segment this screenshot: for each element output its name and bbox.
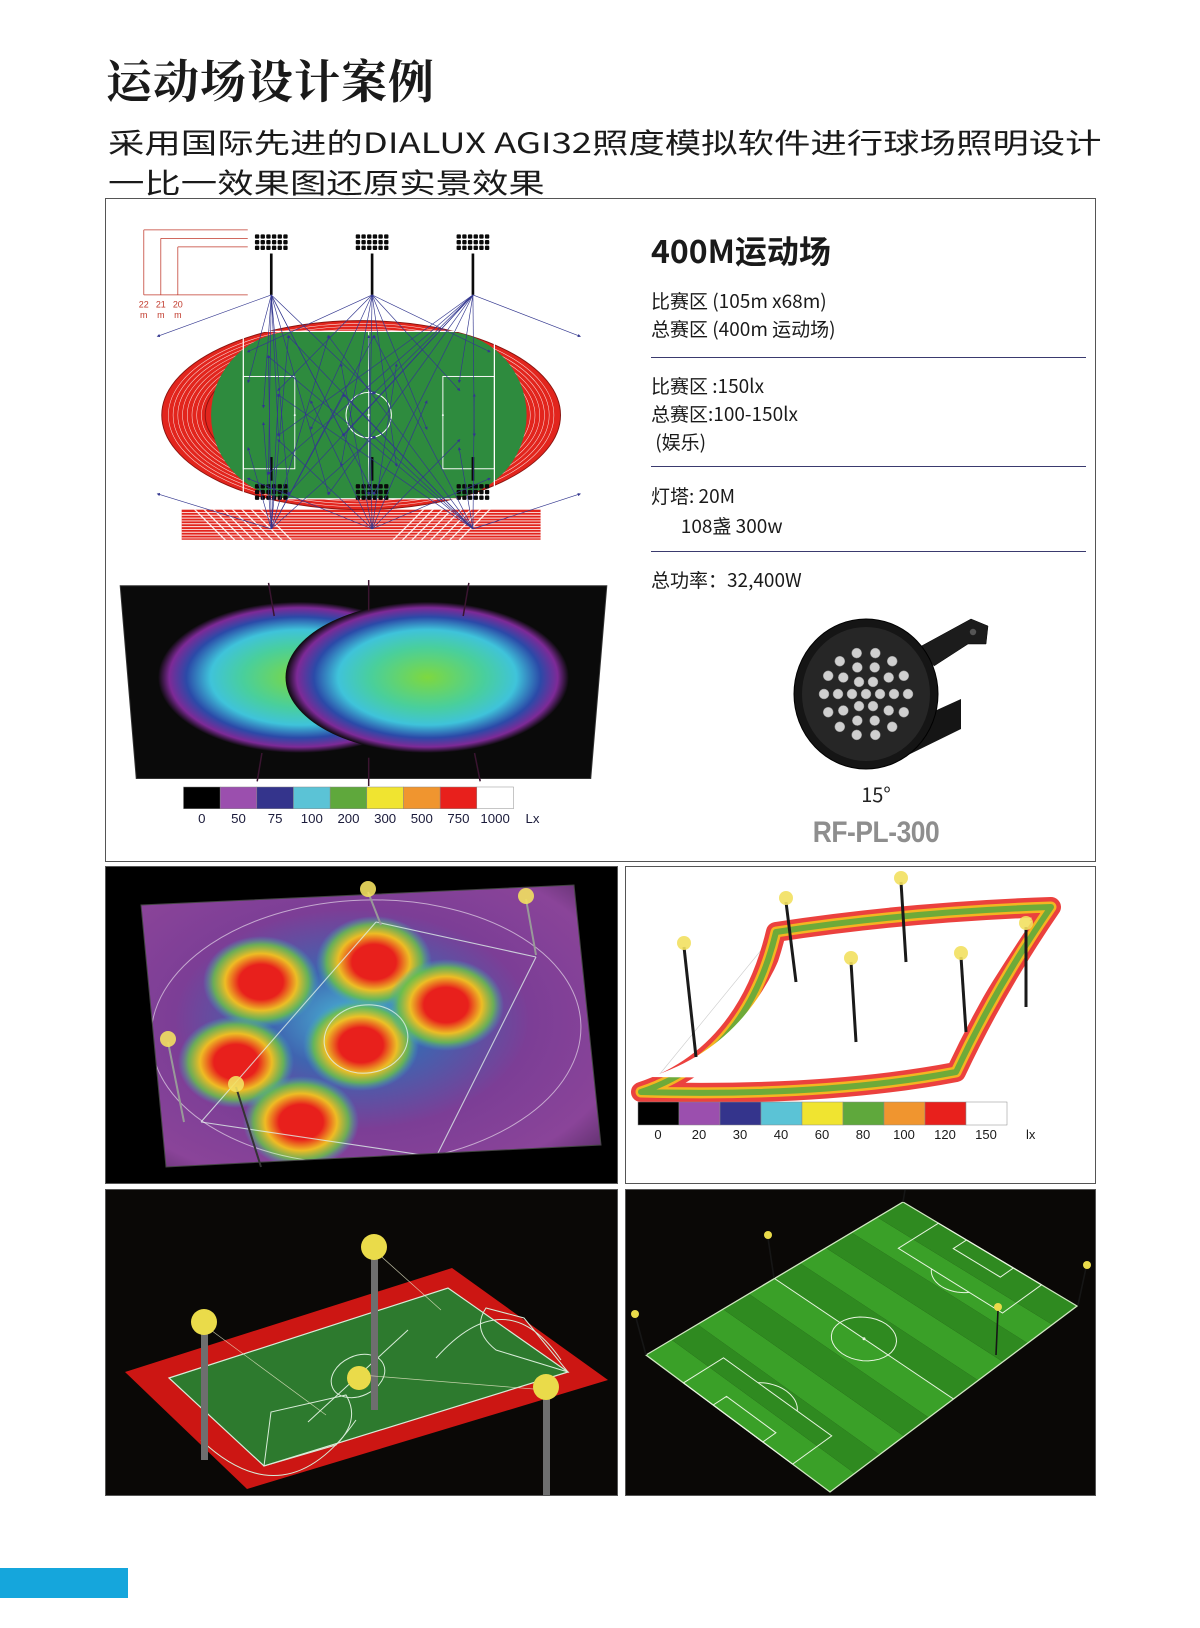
svg-text:Lx: Lx: [526, 811, 540, 826]
svg-text:21: 21: [156, 299, 166, 309]
svg-text:1000: 1000: [480, 811, 509, 826]
svg-text:m: m: [157, 310, 164, 320]
svg-text:lx: lx: [1026, 1127, 1036, 1142]
svg-text:m: m: [174, 310, 181, 320]
svg-text:150: 150: [975, 1127, 997, 1142]
svg-text:300: 300: [374, 811, 396, 826]
svg-text:100: 100: [301, 811, 323, 826]
svg-text:200: 200: [337, 811, 359, 826]
svg-text:40: 40: [774, 1127, 788, 1142]
svg-text:0: 0: [198, 811, 205, 826]
svg-text:50: 50: [231, 811, 246, 826]
svg-text:20: 20: [173, 299, 183, 309]
svg-text:22: 22: [139, 299, 149, 309]
svg-text:20: 20: [692, 1127, 706, 1142]
svg-text:60: 60: [815, 1127, 829, 1142]
svg-text:120: 120: [934, 1127, 956, 1142]
svg-text:750: 750: [447, 811, 469, 826]
svg-text:m: m: [140, 310, 147, 320]
svg-text:75: 75: [268, 811, 283, 826]
svg-text:100: 100: [893, 1127, 915, 1142]
svg-text:80: 80: [856, 1127, 870, 1142]
svg-text:30: 30: [733, 1127, 747, 1142]
svg-text:500: 500: [411, 811, 433, 826]
svg-text:0: 0: [654, 1127, 661, 1142]
